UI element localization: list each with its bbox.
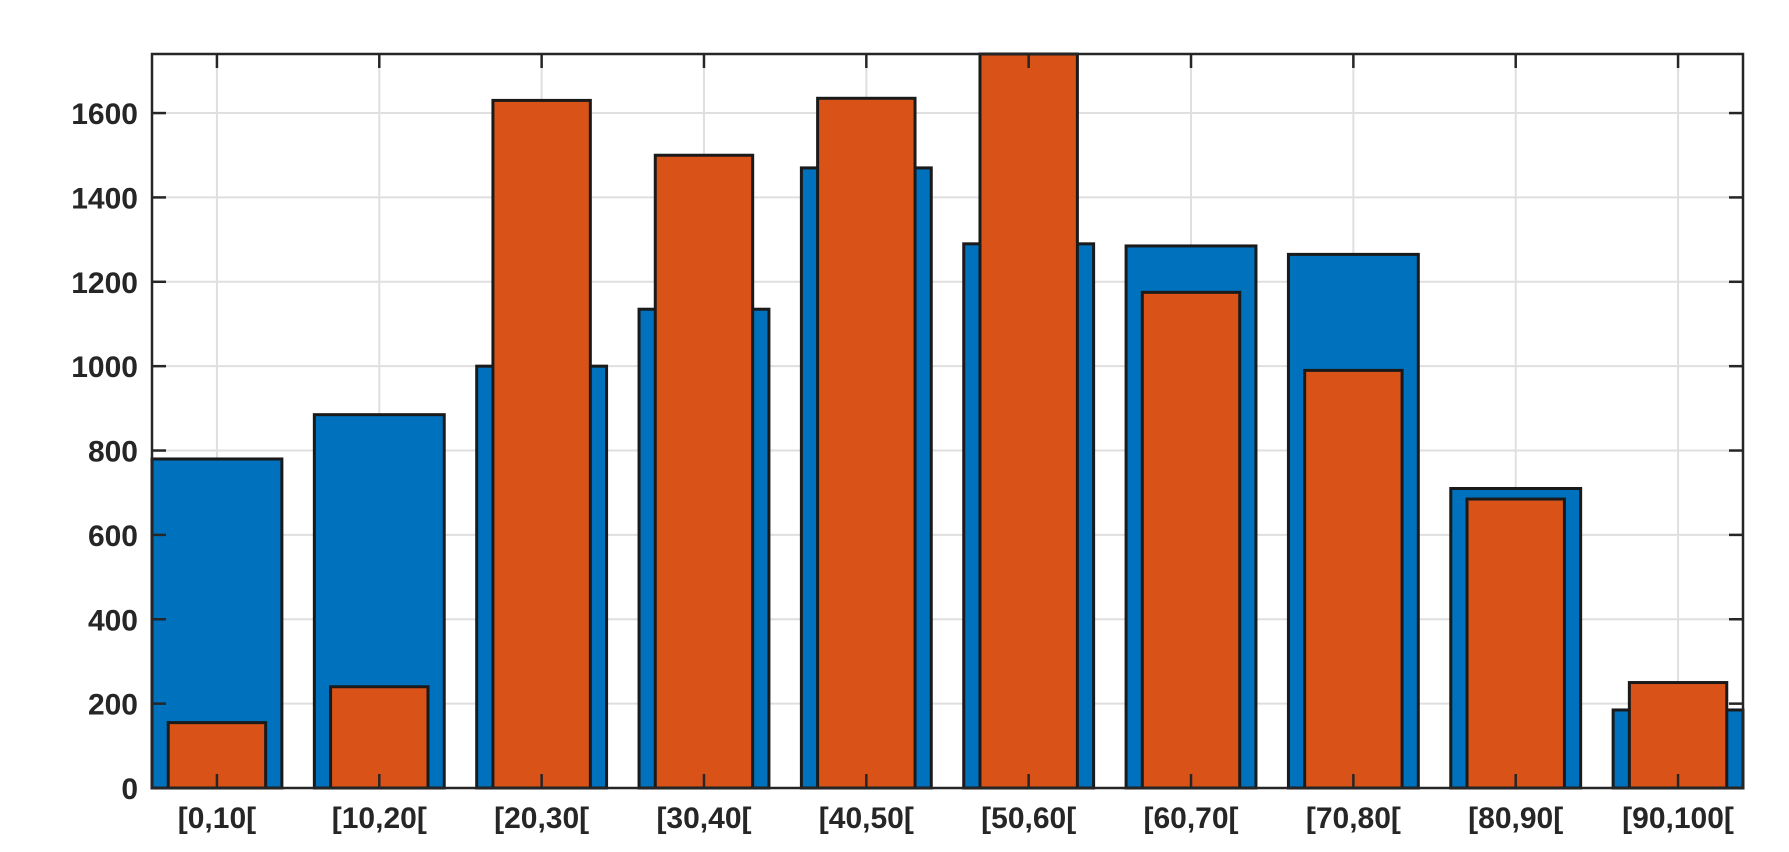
bar-series-2-8 xyxy=(1303,368,1404,790)
bar-series-2-10 xyxy=(1627,681,1729,790)
bar-series-2-4 xyxy=(653,153,755,790)
x-tick-label: [60,70[ xyxy=(1143,802,1238,835)
y-tick-label: 800 xyxy=(88,436,138,469)
y-tick-label: 1000 xyxy=(71,351,138,384)
x-tick-label: [30,40[ xyxy=(656,802,751,835)
y-tick-label: 400 xyxy=(88,604,138,637)
y-tick-label: 600 xyxy=(88,520,138,553)
y-tick-label: 200 xyxy=(88,689,138,722)
x-tick-label: [40,50[ xyxy=(819,802,914,835)
bar-series-2-2 xyxy=(329,685,430,790)
y-tick-label: 1600 xyxy=(71,98,138,131)
x-tick-label: [20,30[ xyxy=(494,802,589,835)
bars xyxy=(150,52,1745,790)
x-tick-label: [50,60[ xyxy=(981,802,1076,835)
bar-series-2-5 xyxy=(816,96,917,790)
y-tick-label: 0 xyxy=(121,773,138,806)
x-tick-label: [80,90[ xyxy=(1468,802,1563,835)
x-tick-label: [70,80[ xyxy=(1306,802,1401,835)
axes-box xyxy=(150,52,1745,790)
bar-series-2-3 xyxy=(491,98,592,790)
y-tick-label: 1200 xyxy=(71,267,138,300)
bar-series-2-6 xyxy=(978,52,1079,790)
bar-series-2-9 xyxy=(1465,497,1566,790)
axes xyxy=(150,52,1745,790)
x-tick-label: [0,10[ xyxy=(178,802,256,835)
bar-series-2-7 xyxy=(1140,290,1242,790)
y-tick-label: 1400 xyxy=(71,182,138,215)
x-tick-label: [90,100[ xyxy=(1622,802,1734,835)
tick-labels: 0 200 400 600 800 1000 1200 1400 1600 [0,10[ [10,2… xyxy=(71,98,1734,835)
x-tick-label: [10,20[ xyxy=(332,802,427,835)
